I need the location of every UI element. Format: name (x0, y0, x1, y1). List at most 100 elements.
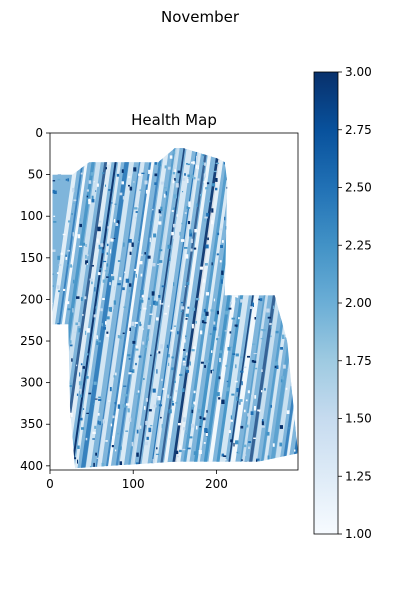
speckle (173, 282, 175, 287)
speckle (278, 161, 280, 165)
speckle (123, 385, 127, 387)
speckle (229, 467, 232, 469)
speckle (283, 467, 286, 469)
speckle (106, 331, 109, 334)
speckle (161, 424, 163, 429)
speckle (174, 178, 176, 181)
speckle (133, 181, 135, 183)
speckle (270, 404, 272, 408)
speckle (154, 301, 159, 306)
speckle (107, 273, 110, 276)
speckle (151, 291, 155, 296)
speckle (182, 363, 187, 366)
speckle (108, 400, 111, 402)
speckle (228, 430, 231, 433)
speckle (117, 260, 121, 262)
speckle (207, 237, 209, 241)
speckle (135, 348, 139, 351)
speckle (233, 235, 236, 239)
speckle (180, 310, 183, 312)
speckle (249, 271, 251, 274)
speckle (226, 186, 228, 189)
speckle (119, 140, 120, 143)
speckle (168, 257, 171, 261)
speckle (230, 419, 233, 422)
speckle (53, 399, 56, 402)
speckle (189, 230, 192, 234)
speckle (282, 163, 286, 167)
speckle (186, 163, 188, 165)
speckle (253, 437, 256, 439)
speckle (244, 211, 247, 213)
stripe-dark (105, 148, 156, 469)
speckle (186, 352, 188, 356)
speckle (245, 399, 248, 402)
speckle (258, 298, 261, 301)
speckle (92, 134, 96, 138)
speckle (59, 381, 63, 384)
speckle (73, 331, 76, 333)
speckle (189, 361, 191, 366)
speckle (76, 154, 78, 159)
speckle (225, 310, 229, 315)
speckle (193, 346, 196, 350)
speckle (143, 307, 147, 310)
speckle (221, 453, 224, 457)
speckle (250, 411, 254, 415)
speckle (123, 306, 127, 308)
speckle (152, 459, 154, 463)
speckle (68, 410, 71, 414)
speckle (154, 182, 157, 185)
speckle (73, 199, 77, 202)
speckle (292, 252, 295, 255)
speckle (233, 180, 237, 183)
speckle (106, 263, 109, 267)
speckle (280, 379, 283, 383)
speckle (173, 325, 177, 327)
speckle (135, 211, 138, 213)
speckle (187, 178, 189, 183)
speckle (286, 410, 290, 414)
speckle (95, 452, 97, 456)
speckle (64, 429, 66, 433)
speckle (183, 417, 186, 422)
speckle (199, 416, 202, 419)
speckle (86, 196, 89, 198)
speckle (135, 153, 138, 158)
speckle (200, 361, 204, 364)
speckle (264, 465, 266, 467)
speckle (258, 280, 262, 284)
speckle (77, 234, 80, 239)
speckle (112, 415, 115, 419)
speckle (77, 445, 80, 449)
speckle (204, 162, 206, 166)
speckle (181, 301, 184, 304)
speckle (243, 284, 246, 287)
speckle (191, 323, 194, 329)
speckle (127, 354, 131, 357)
speckle (277, 165, 281, 168)
speckle (172, 235, 175, 239)
speckle (76, 364, 78, 367)
speckle (285, 387, 288, 390)
speckle (111, 274, 114, 278)
speckle (290, 341, 293, 345)
speckle (290, 277, 292, 281)
speckle (88, 180, 92, 184)
speckle (255, 216, 259, 217)
speckle (88, 392, 92, 395)
speckle (211, 208, 214, 213)
speckle (169, 155, 173, 159)
speckle (216, 253, 219, 256)
speckle (165, 191, 167, 196)
speckle (138, 355, 142, 358)
speckle (234, 184, 237, 186)
speckle (68, 220, 71, 223)
speckle (160, 344, 163, 349)
stripe-gap (85, 148, 139, 469)
speckle (97, 238, 99, 243)
speckle (205, 311, 209, 316)
speckle (197, 165, 199, 170)
speckle (75, 322, 79, 326)
speckle (167, 305, 170, 308)
